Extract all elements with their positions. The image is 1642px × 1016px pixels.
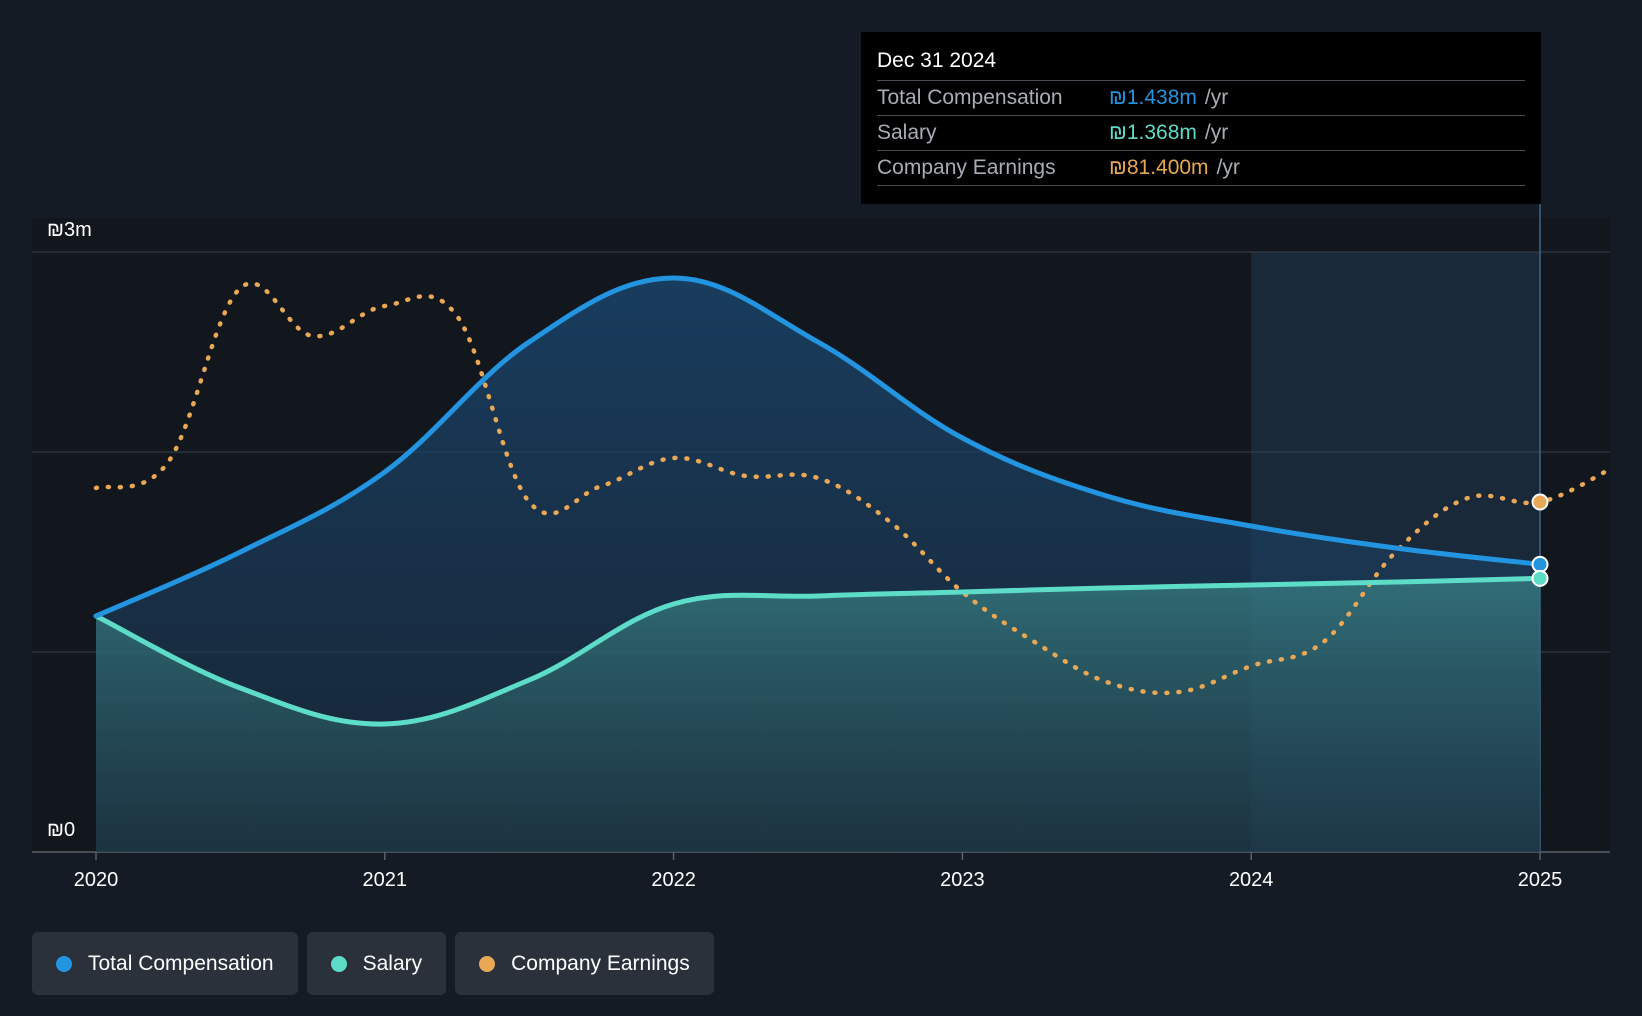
tooltip-value: ₪81.400m	[1109, 156, 1209, 179]
x-tick-label: 2023	[940, 869, 985, 891]
tooltip-value: ₪1.438m	[1109, 86, 1197, 109]
tooltip-label: Company Earnings	[877, 156, 1056, 179]
legend-item-salary[interactable]: Salary	[306, 932, 447, 995]
salary-area	[96, 578, 1540, 852]
tooltip: Dec 31 2024 Total Compensation ₪1.438m /…	[861, 32, 1541, 204]
tooltip-value: ₪1.368m	[1109, 121, 1197, 144]
salary-marker	[1531, 569, 1549, 587]
tooltip-unit: /yr	[1204, 121, 1229, 144]
legend-label: Total Compensation	[88, 951, 274, 975]
legend-label: Company Earnings	[511, 951, 690, 975]
tooltip-row-salary: Salary ₪1.368m /yr	[877, 115, 1525, 150]
legend-label: Salary	[362, 951, 423, 975]
total-compensation-marker	[1531, 555, 1549, 573]
end-markers	[1531, 493, 1549, 587]
salary-line	[93, 575, 1543, 727]
legend-dot-icon	[56, 955, 72, 972]
legend-dot-icon	[479, 955, 496, 972]
x-tick-label: 2025	[1518, 869, 1563, 891]
y-tick-label: ₪0	[47, 819, 75, 841]
legend: Total Compensation Salary Company Earnin…	[32, 932, 714, 995]
total-compensation-line	[93, 275, 1543, 619]
x-tick-label: 2021	[363, 869, 408, 891]
tooltip-label: Total Compensation	[877, 86, 1063, 109]
legend-item-company-earnings[interactable]: Company Earnings	[455, 932, 714, 995]
tooltip-date: Dec 31 2024	[877, 49, 997, 72]
tooltip-unit: /yr	[1204, 86, 1229, 109]
x-tick-label: 2022	[651, 869, 696, 891]
company-earnings-marker	[1531, 493, 1549, 511]
y-tick-label: ₪3m	[47, 219, 92, 241]
tooltip-row-company-earnings: Company Earnings ₪81.400m /yr	[877, 150, 1525, 186]
x-tick-label: 2020	[74, 869, 119, 891]
tooltip-row-total-compensation: Total Compensation ₪1.438m /yr	[877, 80, 1525, 115]
tooltip-label: Salary	[877, 121, 937, 144]
tooltip-unit: /yr	[1216, 156, 1240, 179]
series-lines	[93, 275, 1615, 727]
x-tick-label: 2024	[1229, 869, 1274, 891]
legend-dot-icon	[330, 955, 347, 972]
axis-labels: ₪3m ₪0 2020 2021 2022 2023 2024 2025	[47, 219, 1562, 891]
legend-item-total-compensation[interactable]: Total Compensation	[32, 932, 298, 995]
